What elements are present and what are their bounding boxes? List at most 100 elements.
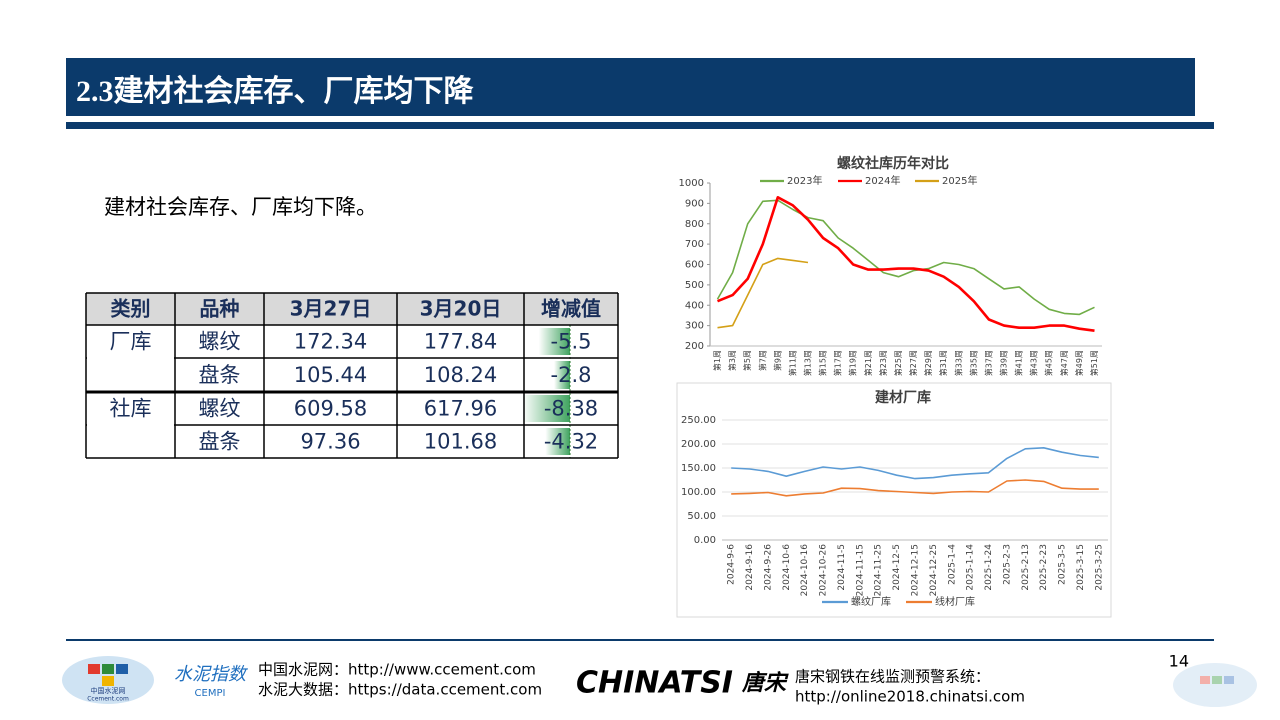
x-tick-label: 第27周	[908, 350, 918, 376]
logo-block	[1200, 676, 1210, 684]
table-cell: 97.36	[300, 430, 360, 454]
legend-label: 线材厂库	[935, 595, 975, 608]
y-tick-label: 200	[685, 341, 704, 352]
chart-title: 螺纹社库历年对比	[837, 155, 949, 172]
series-line	[717, 196, 1095, 332]
x-tick-label: 第13周	[803, 350, 813, 376]
table-header: 增减值	[541, 297, 601, 321]
logo-block	[1224, 676, 1234, 684]
logo-block	[116, 664, 128, 674]
x-tick-label: 第15周	[818, 350, 828, 376]
x-tick-label: 第41周	[1014, 350, 1024, 376]
merge-cover	[87, 424, 174, 426]
x-tick-label: 2024-11-5	[837, 544, 847, 591]
table-cell: 101.68	[424, 430, 497, 454]
slide-title: 2.3建材社会库存、厂库均下降	[76, 75, 474, 108]
y-tick-label: 800	[685, 219, 704, 230]
logo-block	[102, 664, 114, 674]
x-tick-label: 2024-10-16	[800, 544, 810, 597]
x-tick-label: 2025-1-14	[966, 544, 976, 591]
x-tick-label: 第51周	[1089, 350, 1099, 376]
series-line	[731, 447, 1099, 480]
table-cell: -4.32	[544, 430, 598, 454]
x-tick-label: 第9周	[772, 350, 782, 371]
table-cell: -2.8	[551, 363, 592, 387]
table-cell: 盘条	[199, 363, 241, 387]
x-tick-label: 2025-1-4	[947, 544, 957, 585]
body-text: 建材社会库存、厂库均下降。	[104, 195, 377, 219]
cempi-logo: 水泥指数	[174, 664, 248, 685]
header-rule	[66, 122, 1214, 129]
table-header: 类别	[111, 297, 151, 321]
x-tick-label: 第21周	[863, 350, 873, 376]
y-tick-label: 150.00	[681, 463, 716, 474]
x-tick-label: 2025-3-25	[1094, 544, 1104, 591]
x-tick-label: 第25周	[893, 350, 903, 376]
logo-text: 中国水泥网	[91, 686, 126, 695]
table-cell: 厂库	[110, 330, 152, 354]
table-cell: 螺纹	[199, 397, 241, 421]
logo-block	[1212, 676, 1222, 684]
table-header: 3月20日	[420, 297, 502, 321]
chart-title: 建材厂库	[875, 389, 931, 406]
x-tick-label: 第7周	[757, 350, 767, 371]
y-tick-label: 900	[685, 198, 704, 209]
table-cell: 盘条	[199, 430, 241, 454]
data-bar	[554, 361, 570, 389]
table-header: 3月27日	[290, 297, 372, 321]
legend-label: 螺纹厂库	[851, 595, 891, 608]
y-tick-label: 250.00	[681, 415, 716, 426]
footer-link: 中国水泥网：http://www.ccement.com	[258, 661, 536, 679]
x-tick-label: 第31周	[938, 350, 948, 376]
table-cell: 108.24	[424, 363, 497, 387]
table-cell: 社库	[110, 397, 152, 421]
data-bar	[538, 328, 570, 355]
x-tick-label: 2025-3-5	[1058, 544, 1068, 585]
table-cell: 177.84	[424, 330, 497, 354]
x-tick-label: 第43周	[1029, 350, 1039, 376]
y-tick-label: 200.00	[681, 439, 716, 450]
y-tick-label: 600	[685, 260, 704, 271]
x-tick-label: 2024-11-15	[855, 544, 865, 596]
header-bar	[66, 58, 1195, 116]
y-tick-label: 300	[685, 321, 704, 332]
y-tick-label: 1000	[679, 178, 704, 189]
table-cell: -8.38	[544, 397, 598, 421]
series-line	[717, 257, 809, 329]
x-tick-label: 第49周	[1074, 350, 1084, 376]
x-tick-label: 第5周	[742, 350, 752, 371]
cempi-logo-en: CEMPI	[195, 688, 226, 699]
x-tick-label: 2025-1-24	[984, 544, 994, 591]
logo-ellipse	[1173, 663, 1257, 707]
x-tick-label: 第33周	[953, 350, 963, 376]
x-tick-label: 第17周	[833, 350, 843, 376]
y-tick-label: 50.00	[687, 511, 716, 522]
y-tick-label: 400	[685, 300, 704, 311]
footer-text: 唐宋钢铁在线监测预警系统：	[795, 668, 990, 686]
series-line	[716, 199, 1095, 316]
series-line	[731, 479, 1099, 497]
x-tick-label: 2024-10-26	[819, 544, 829, 597]
x-tick-label: 2024-12-25	[929, 544, 939, 596]
merge-cover	[87, 357, 174, 359]
x-tick-label: 2024-10-6	[782, 544, 792, 591]
legend-label: 2023年	[787, 174, 822, 187]
x-tick-label: 第11周	[787, 350, 797, 376]
data-bar	[545, 428, 570, 455]
table-cell: 172.34	[294, 330, 367, 354]
legend-label: 2024年	[865, 174, 900, 187]
y-tick-label: 700	[685, 239, 704, 250]
x-tick-label: 2025-2-13	[1021, 544, 1031, 591]
x-tick-label: 2025-2-3	[1002, 544, 1012, 585]
x-tick-label: 2025-2-23	[1039, 544, 1049, 591]
table-cell: 105.44	[294, 363, 367, 387]
chinatsi-logo-cn: 唐宋	[741, 670, 789, 696]
x-tick-label: 第1周	[712, 350, 722, 371]
x-tick-label: 第19周	[848, 350, 858, 376]
footer-link: http://online2018.chinatsi.com	[795, 688, 1025, 706]
x-tick-label: 2025-3-15	[1076, 544, 1086, 591]
x-tick-label: 2024-9-16	[745, 544, 755, 591]
